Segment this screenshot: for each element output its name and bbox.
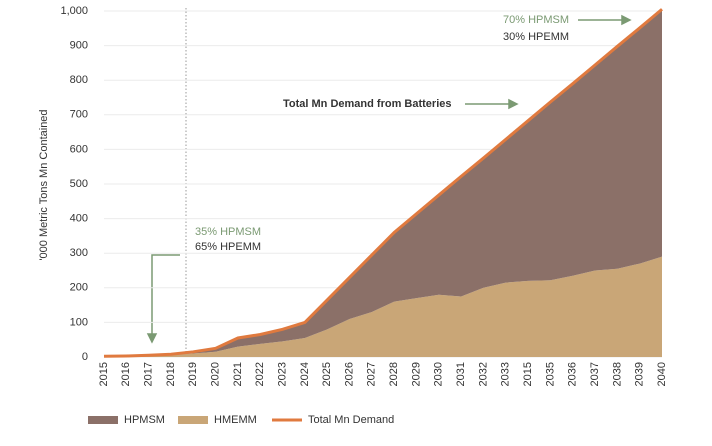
- x-tick-label: 2018: [165, 362, 177, 386]
- x-tick-label: 2023: [276, 362, 288, 386]
- annotation: 30% HPEMM: [503, 31, 569, 43]
- x-tick-label: 2037: [589, 362, 601, 386]
- x-tick-label: 2033: [500, 362, 512, 386]
- legend-label: HPMSM: [124, 414, 165, 426]
- x-tick-label: 2015: [98, 362, 110, 386]
- annotation: 70% HPMSM: [503, 14, 569, 26]
- annotation: 65% HPEMM: [195, 241, 261, 253]
- x-tick-label: 2015: [522, 362, 534, 386]
- y-tick-label: 800: [70, 74, 88, 86]
- x-tick-label: 2035: [544, 362, 556, 386]
- x-tick-label: 2029: [410, 362, 422, 386]
- x-tick-label: 2036: [567, 362, 579, 386]
- legend-label: Total Mn Demand: [308, 414, 394, 426]
- x-tick-label: 2040: [656, 362, 668, 386]
- x-tick-label: 2021: [232, 362, 244, 386]
- y-tick-label: 500: [70, 178, 88, 190]
- x-tick-label: 2025: [321, 362, 333, 386]
- x-tick-label: 2026: [343, 362, 355, 386]
- y-tick-label: 400: [70, 213, 88, 225]
- y-axis-label: '000 Metric Tons Mn Contained: [38, 109, 50, 260]
- area: [104, 9, 662, 357]
- y-tick-label: 600: [70, 143, 88, 155]
- x-tick-label: 2032: [477, 362, 489, 386]
- x-tick-label: 2038: [611, 362, 623, 386]
- x-tick-label: 2024: [299, 362, 311, 386]
- legend-label: HMEMM: [214, 414, 257, 426]
- total-line: [103, 8, 663, 358]
- y-tick-label: 200: [70, 282, 88, 294]
- x-tick-label: 2022: [254, 362, 266, 386]
- legend-swatch: [178, 416, 208, 424]
- y-tick-label: 0: [82, 351, 88, 363]
- x-tick-label: 2020: [210, 362, 222, 386]
- x-tick-label: 2017: [143, 362, 155, 386]
- x-tick-label: 2030: [433, 362, 445, 386]
- y-tick-label: 300: [70, 247, 88, 259]
- area: [104, 256, 662, 357]
- x-tick-label: 2016: [120, 362, 132, 386]
- y-tick-label: 1,000: [60, 5, 88, 17]
- y-tick-label: 900: [70, 40, 88, 52]
- arrows: [146, 14, 632, 344]
- y-tick-label: 700: [70, 109, 88, 121]
- x-tick-label: 2027: [366, 362, 378, 386]
- x-tick-label: 2019: [187, 362, 199, 386]
- x-tick-label: 2028: [388, 362, 400, 386]
- x-tick-label: 2031: [455, 362, 467, 386]
- y-tick-label: 100: [70, 316, 88, 328]
- annotation: Total Mn Demand from Batteries: [283, 98, 452, 110]
- x-tick-label: 2039: [634, 362, 646, 386]
- annotation: 35% HPMSM: [195, 226, 261, 238]
- legend-swatch: [88, 416, 118, 424]
